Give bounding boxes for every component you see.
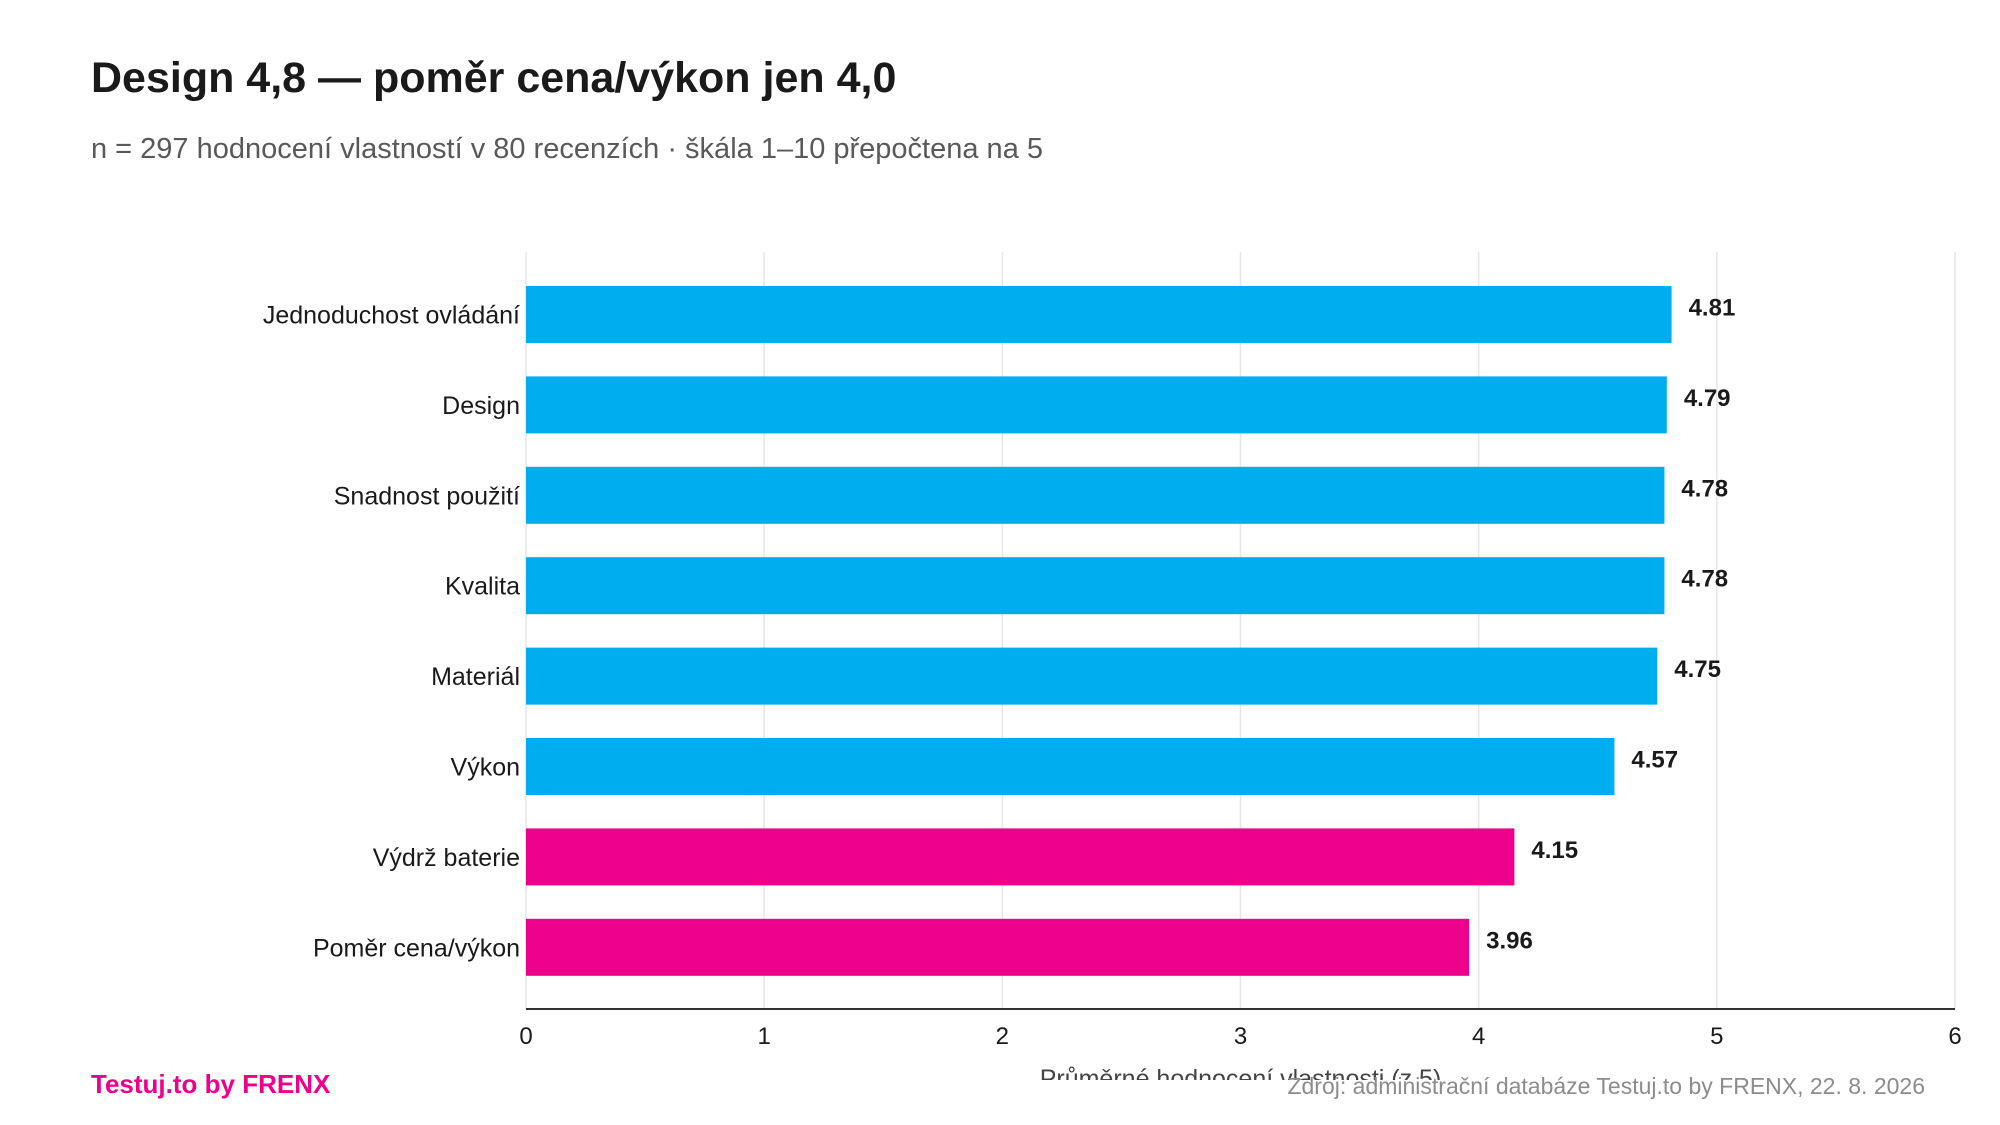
bar-chart: Jednoduchost ovládání 4.81 Design 4.79 Snadn…	[263, 252, 1962, 1080]
x-tick-label: 0	[519, 1023, 532, 1050]
value-label: 4.79	[1684, 385, 1731, 412]
category-label: Výdrž baterie	[373, 844, 520, 872]
bar	[526, 828, 1515, 886]
value-label: 3.96	[1486, 927, 1533, 954]
x-tick-label: 5	[1710, 1023, 1723, 1050]
x-axis-title: Průměrné hodnocení vlastnosti (z 5)	[1040, 1065, 1442, 1080]
bars	[526, 286, 1672, 976]
category-label: Výkon	[451, 754, 520, 782]
bar	[526, 466, 1665, 524]
x-tick-label: 2	[996, 1023, 1009, 1050]
bar	[526, 738, 1615, 795]
bar	[526, 918, 1470, 976]
chart-subtitle: n = 297 hodnocení vlastností v 80 recenz…	[91, 133, 1044, 165]
x-tick-label: 1	[757, 1023, 770, 1050]
chart-title: Design 4,8 — poměr cena/výkon jen 4,0	[91, 54, 897, 102]
value-label: 4.15	[1531, 837, 1578, 864]
bar	[526, 376, 1667, 434]
bar	[526, 647, 1658, 705]
category-label: Materiál	[431, 663, 520, 691]
x-axis-ticks: 0 1 2 3 4 5 6	[519, 1023, 1961, 1050]
labels: Jednoduchost ovládání 4.81 Design 4.79 Snadn…	[263, 295, 1735, 963]
x-tick-label: 3	[1234, 1023, 1247, 1050]
category-label: Snadnost použití	[334, 482, 520, 510]
category-label: Design	[442, 392, 520, 420]
gridlines	[525, 252, 1956, 1009]
source-note: Zdroj: administrační databáze Testuj.to …	[1287, 1073, 1925, 1099]
category-label: Jednoduchost ovládání	[263, 302, 520, 330]
category-label: Kvalita	[445, 573, 520, 601]
value-label: 4.78	[1681, 475, 1728, 502]
category-label: Poměr cena/výkon	[313, 934, 520, 962]
bar	[526, 557, 1665, 615]
x-tick-label: 6	[1948, 1023, 1961, 1050]
x-tick-label: 4	[1472, 1023, 1485, 1050]
value-label: 4.78	[1681, 566, 1728, 593]
value-label: 4.57	[1631, 747, 1678, 774]
value-label: 4.75	[1674, 656, 1721, 683]
value-label: 4.81	[1689, 295, 1736, 322]
bar	[526, 286, 1672, 343]
brand-logo-text: Testuj.to by FRENX	[91, 1069, 331, 1099]
